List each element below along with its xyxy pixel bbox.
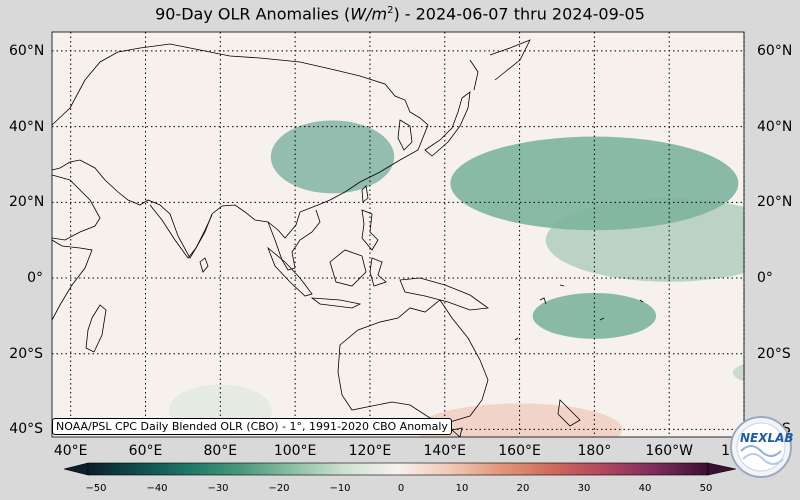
- longitude-label: 160°W: [645, 443, 693, 459]
- colorbar-tick-label: 40: [638, 483, 652, 494]
- colorbar-tick-label: 10: [455, 483, 469, 494]
- anomaly-patch: [732, 363, 744, 382]
- colorbar-tick-label: −10: [329, 483, 351, 494]
- philippines-coastline: [361, 209, 379, 251]
- colorbar-tick-label: 30: [577, 483, 591, 494]
- nexlab-logo-text: NEXLAB: [740, 431, 794, 445]
- colorbar-tick-label: 0: [397, 483, 405, 494]
- java-coastline: [310, 297, 362, 309]
- gridlines: [52, 32, 745, 437]
- latitude-label: 20°S: [9, 345, 43, 362]
- colorbar-extend-left: [63, 462, 89, 476]
- madagascar-coastline: [85, 304, 107, 353]
- nexlab-logo: [730, 416, 792, 478]
- coastlines: [52, 39, 644, 437]
- longitude-label: 160°E: [498, 443, 541, 459]
- longitude-label: 60°E: [128, 443, 163, 459]
- latitude-label: 60°N: [9, 42, 45, 59]
- latitude-label: 40°N: [757, 118, 793, 135]
- longitude-label: 180°: [577, 443, 612, 459]
- japan-coastline: [424, 91, 471, 157]
- new-guinea-coastline: [399, 277, 490, 311]
- map-title: 90-Day OLR Anomalies (W/m2) - 2024-06-07…: [155, 4, 645, 24]
- india-coastline: [149, 204, 213, 259]
- colorbar-tick-label: 20: [516, 483, 530, 494]
- colorbar-bar: [87, 462, 709, 476]
- longitude-label: 40°E: [53, 443, 88, 459]
- kamchatka-coastline: [469, 39, 531, 91]
- colorbar-extend-right: [707, 462, 737, 476]
- latitude-label: 0°: [757, 270, 773, 287]
- korea-coastline: [397, 119, 413, 151]
- latitude-label: 60°N: [757, 42, 793, 59]
- latitude-label: 20°N: [9, 194, 45, 211]
- map-frame: [51, 31, 745, 438]
- colorbar-tick-label: −20: [268, 483, 290, 494]
- arabia-coastline: [52, 174, 101, 241]
- asia-coastline: [52, 43, 429, 259]
- anomaly-patch: [270, 120, 395, 194]
- new-zealand-coastline: [557, 399, 581, 427]
- latitude-label: 40°S: [9, 421, 43, 438]
- australia-coastline: [337, 299, 489, 423]
- colorbar-tick-label: −30: [207, 483, 229, 494]
- anomaly-field: [168, 120, 744, 437]
- longitude-label: 140°E: [423, 443, 467, 459]
- colorbar-tick-label: −40: [146, 483, 168, 494]
- latitude-label: 20°N: [757, 194, 793, 211]
- sri-lanka-coastline: [199, 257, 209, 273]
- latitude-label: 20°S: [757, 345, 791, 362]
- indochina-coastline: [267, 209, 321, 271]
- attribution-label: NOAA/PSL CPC Daily Blended OLR (CBO) - 1…: [52, 418, 452, 435]
- colorbar-tick-label: 50: [699, 483, 713, 494]
- borneo-coastline: [329, 249, 367, 287]
- pacific-islands: [514, 284, 644, 341]
- longitude-label: 120°E: [348, 443, 392, 459]
- anomaly-patch: [545, 198, 744, 282]
- africa-coastline: [52, 239, 93, 321]
- latitude-label: 40°N: [9, 118, 45, 135]
- longitude-label: 80°E: [203, 443, 238, 459]
- colorbar: [63, 462, 737, 476]
- longitude-label: 100°E: [273, 443, 317, 459]
- taiwan-coastline: [361, 185, 369, 203]
- latitude-label: 0°: [27, 270, 43, 287]
- sumatra-coastline: [267, 246, 313, 297]
- colorbar-tick-label: −50: [85, 483, 107, 494]
